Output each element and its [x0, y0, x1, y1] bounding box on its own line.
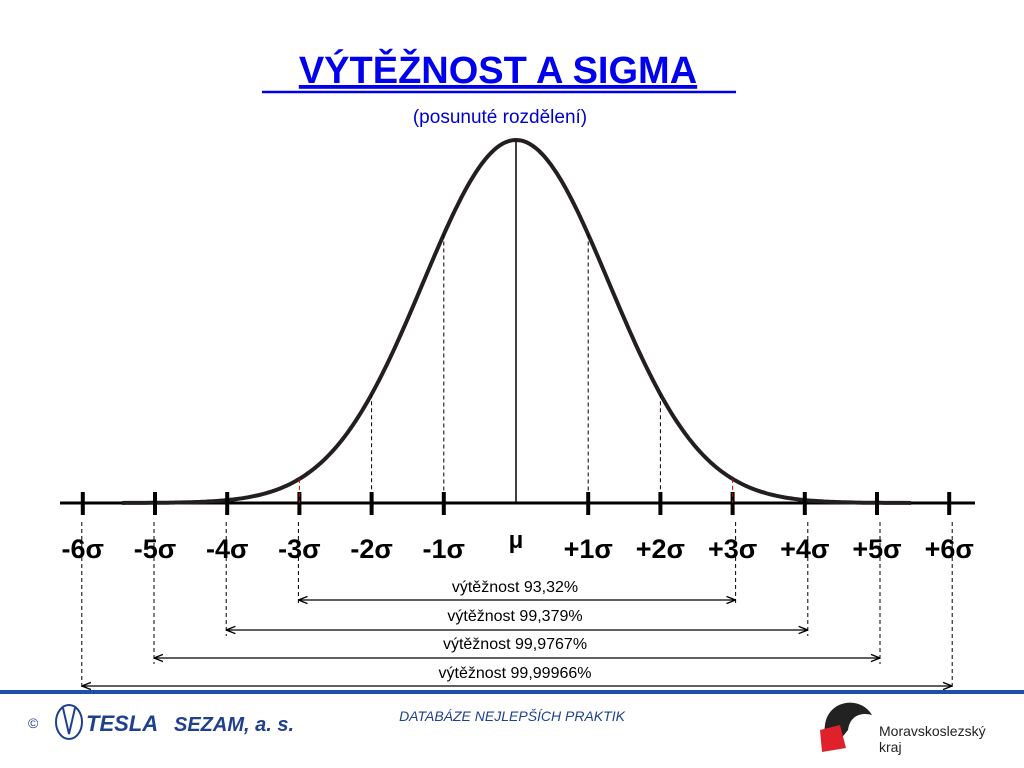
- sigma-label: +6σ: [925, 534, 974, 564]
- sigma-label: +3σ: [708, 534, 757, 564]
- yield-label: výtěžnost 93,32%: [452, 579, 578, 596]
- sigma-label: +4σ: [780, 534, 829, 564]
- region-logo-red: [820, 725, 846, 752]
- region-line2: kraj: [879, 739, 902, 755]
- sigma-label: +5σ: [852, 534, 901, 564]
- title: VÝTĚŽNOST A SIGMA: [299, 48, 697, 92]
- yield-label: výtěžnost 99,379%: [447, 608, 582, 625]
- sigma-label: -4σ: [206, 534, 248, 564]
- subtitle: (posunuté rozdělení): [413, 107, 587, 128]
- company: TESLA: [86, 711, 158, 736]
- tesla-logo-mark: [62, 707, 76, 735]
- sigma-label: +2σ: [636, 534, 685, 564]
- yield-label: výtěžnost 99,99966%: [439, 665, 592, 682]
- region-line1: Moravskoslezský: [879, 723, 986, 739]
- footer-center: DATABÁZE NEJLEPŠÍCH PRAKTIK: [399, 708, 626, 724]
- sigma-label: -2σ: [350, 534, 392, 564]
- sigma-label: -1σ: [423, 534, 465, 564]
- sigma-label: -3σ: [278, 534, 320, 564]
- company-suffix: SEZAM, a. s.: [174, 714, 294, 736]
- tesla-logo: [55, 704, 83, 740]
- sigma-label: -5σ: [134, 534, 176, 564]
- sigma-label: +1σ: [564, 534, 613, 564]
- yield-label: výtěžnost 99,9767%: [443, 636, 587, 653]
- sigma-label: -6σ: [62, 534, 104, 564]
- bell-curve: [121, 137, 912, 505]
- sigma-label: μ: [509, 527, 524, 554]
- copyright: ©: [28, 715, 39, 731]
